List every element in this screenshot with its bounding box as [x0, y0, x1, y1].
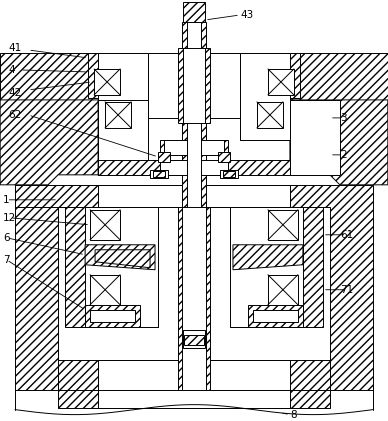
Bar: [88, 53, 126, 98]
Text: 43: 43: [240, 10, 253, 20]
Bar: [183, 330, 205, 348]
Bar: [148, 53, 240, 118]
Bar: [187, 22, 201, 390]
Bar: [90, 275, 120, 305]
Bar: [98, 100, 148, 175]
Bar: [85, 207, 158, 327]
Bar: [58, 207, 330, 360]
Bar: [98, 360, 290, 390]
Polygon shape: [240, 53, 388, 140]
Bar: [58, 390, 330, 408]
Bar: [90, 210, 120, 240]
Bar: [268, 69, 294, 95]
Text: 3: 3: [340, 113, 346, 123]
Bar: [153, 171, 165, 177]
Bar: [98, 160, 290, 175]
Polygon shape: [290, 185, 373, 390]
Polygon shape: [290, 100, 388, 185]
Bar: [160, 140, 228, 155]
Bar: [65, 207, 158, 327]
Bar: [98, 185, 290, 207]
Bar: [184, 335, 204, 345]
Bar: [178, 207, 210, 390]
Bar: [290, 100, 340, 175]
Bar: [185, 45, 203, 53]
Text: 2: 2: [340, 150, 346, 160]
Polygon shape: [0, 53, 148, 140]
Bar: [85, 305, 140, 327]
Bar: [90, 310, 135, 322]
Bar: [98, 390, 290, 408]
Bar: [182, 22, 206, 390]
Bar: [220, 170, 238, 178]
Text: 6: 6: [3, 233, 10, 243]
Bar: [183, 48, 205, 123]
Bar: [230, 207, 303, 327]
Text: 41: 41: [8, 43, 21, 53]
Bar: [223, 171, 235, 177]
Text: 71: 71: [340, 285, 353, 295]
Text: 12: 12: [3, 213, 16, 223]
Bar: [178, 48, 210, 123]
Bar: [262, 53, 300, 98]
Bar: [240, 53, 290, 140]
Bar: [248, 305, 303, 327]
Bar: [158, 152, 170, 162]
Bar: [150, 170, 168, 178]
Bar: [253, 310, 298, 322]
Bar: [218, 152, 230, 162]
Text: 7: 7: [3, 255, 10, 265]
Bar: [182, 207, 206, 390]
Bar: [94, 69, 120, 95]
Bar: [58, 360, 330, 390]
Bar: [268, 275, 298, 305]
Bar: [257, 102, 283, 128]
Bar: [230, 207, 323, 327]
Bar: [88, 53, 300, 81]
Polygon shape: [0, 100, 98, 185]
Bar: [148, 53, 240, 81]
Bar: [15, 185, 290, 207]
Polygon shape: [15, 185, 98, 390]
Bar: [105, 102, 131, 128]
Polygon shape: [85, 245, 155, 270]
Text: 1: 1: [3, 195, 10, 205]
Bar: [160, 160, 228, 175]
Text: 42: 42: [8, 88, 21, 98]
Text: 62: 62: [8, 110, 21, 120]
Polygon shape: [95, 250, 150, 268]
Bar: [268, 210, 298, 240]
Text: 61: 61: [340, 230, 353, 240]
Bar: [183, 2, 205, 22]
Text: 4: 4: [8, 65, 15, 75]
Bar: [188, 22, 200, 47]
Text: 8: 8: [290, 410, 296, 420]
Bar: [98, 53, 148, 140]
Bar: [164, 140, 224, 155]
Polygon shape: [233, 245, 303, 270]
